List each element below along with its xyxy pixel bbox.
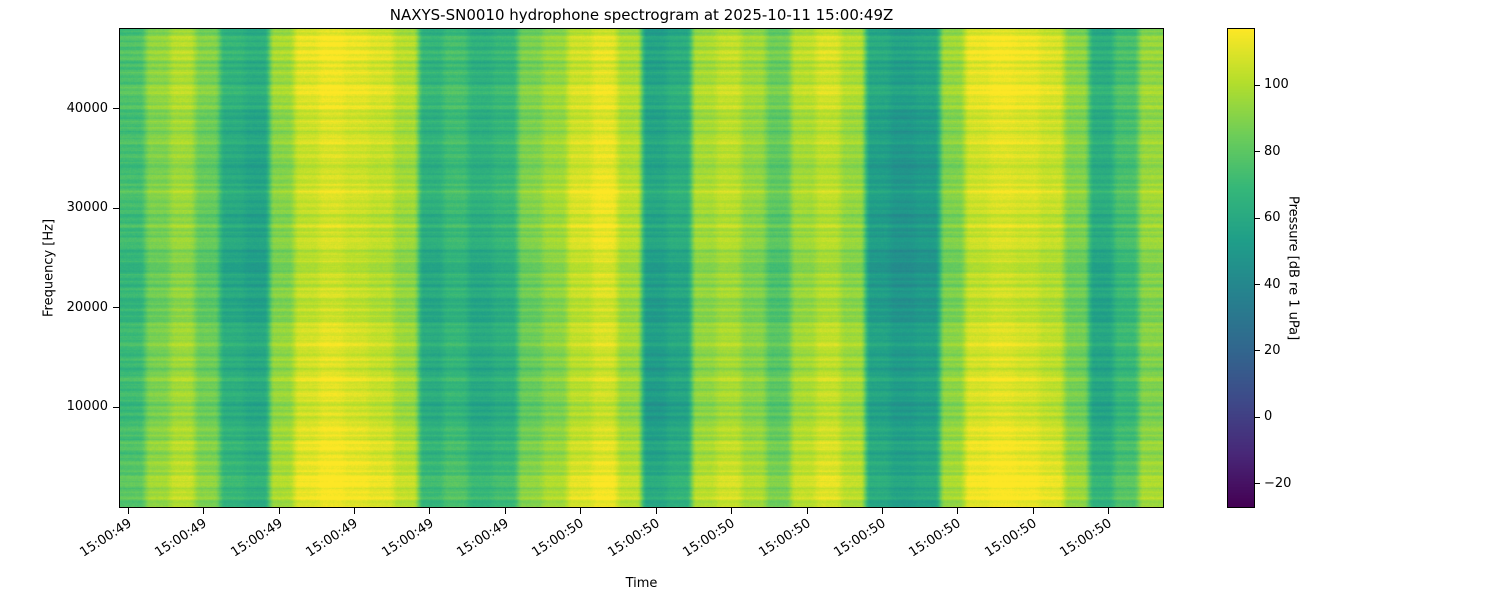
colorbar-tick-mark <box>1255 483 1260 485</box>
colorbar-tick-label: 80 <box>1264 143 1281 159</box>
y-tick-label: 40000 <box>66 100 108 116</box>
colorbar <box>1228 29 1254 507</box>
x-tick-mark <box>429 507 431 514</box>
x-tick-label: 15:00:50 <box>906 516 965 561</box>
x-tick-mark <box>655 507 657 514</box>
x-tick-mark <box>127 507 129 514</box>
x-tick-label: 15:00:49 <box>152 516 210 561</box>
colorbar-tick-label: 40 <box>1264 276 1281 292</box>
x-tick-label: 15:00:49 <box>379 516 437 561</box>
y-tick-mark <box>113 108 120 110</box>
x-tick-mark <box>1032 507 1034 514</box>
colorbar-tick-mark <box>1255 416 1260 418</box>
x-tick-mark <box>957 507 959 514</box>
colorbar-label: Pressure [dB re 1 uPa] <box>1285 195 1301 341</box>
x-tick-label: 15:00:49 <box>454 516 512 561</box>
colorbar-tick-label: 20 <box>1264 342 1281 358</box>
x-tick-label: 15:00:50 <box>756 516 814 561</box>
spectrogram-heatmap <box>120 29 1163 507</box>
y-tick-label: 30000 <box>66 200 108 216</box>
x-tick-mark <box>731 507 733 514</box>
x-tick-mark <box>278 507 280 514</box>
x-tick-mark <box>806 507 808 514</box>
x-tick-label: 15:00:50 <box>831 516 889 561</box>
colorbar-tick-mark <box>1255 217 1260 219</box>
x-tick-mark <box>881 507 883 514</box>
x-axis-label: Time <box>625 576 658 591</box>
x-tick-mark <box>580 507 582 514</box>
x-tick-mark <box>504 507 506 514</box>
x-tick-mark <box>354 507 356 514</box>
x-tick-label: 15:00:50 <box>529 516 587 561</box>
x-tick-mark <box>203 507 205 514</box>
chart-title: NAXYS-SN0010 hydrophone spectrogram at 2… <box>389 6 894 24</box>
x-tick-label: 15:00:50 <box>605 516 663 561</box>
y-tick-mark <box>113 307 120 309</box>
x-tick-label: 15:00:50 <box>680 516 738 561</box>
y-tick-mark <box>113 207 120 209</box>
colorbar-tick-mark <box>1255 151 1260 153</box>
colorbar-tick-label: 100 <box>1264 77 1289 93</box>
colorbar-tick-mark <box>1255 84 1260 86</box>
y-tick-mark <box>113 406 120 408</box>
colorbar-tick-label: −20 <box>1264 475 1292 491</box>
x-tick-label: 15:00:50 <box>1057 516 1115 561</box>
colorbar-tick-label: 60 <box>1264 210 1281 226</box>
colorbar-tick-mark <box>1255 350 1260 352</box>
x-tick-label: 15:00:49 <box>303 516 361 561</box>
y-tick-label: 20000 <box>66 299 108 315</box>
x-tick-label: 15:00:49 <box>228 516 286 561</box>
x-tick-label: 15:00:50 <box>982 516 1040 561</box>
colorbar-tick-mark <box>1255 284 1260 286</box>
x-tick-mark <box>1108 507 1110 514</box>
colorbar-tick-label: 0 <box>1264 409 1273 425</box>
x-tick-label: 15:00:49 <box>77 516 135 561</box>
y-tick-label: 10000 <box>66 399 108 415</box>
